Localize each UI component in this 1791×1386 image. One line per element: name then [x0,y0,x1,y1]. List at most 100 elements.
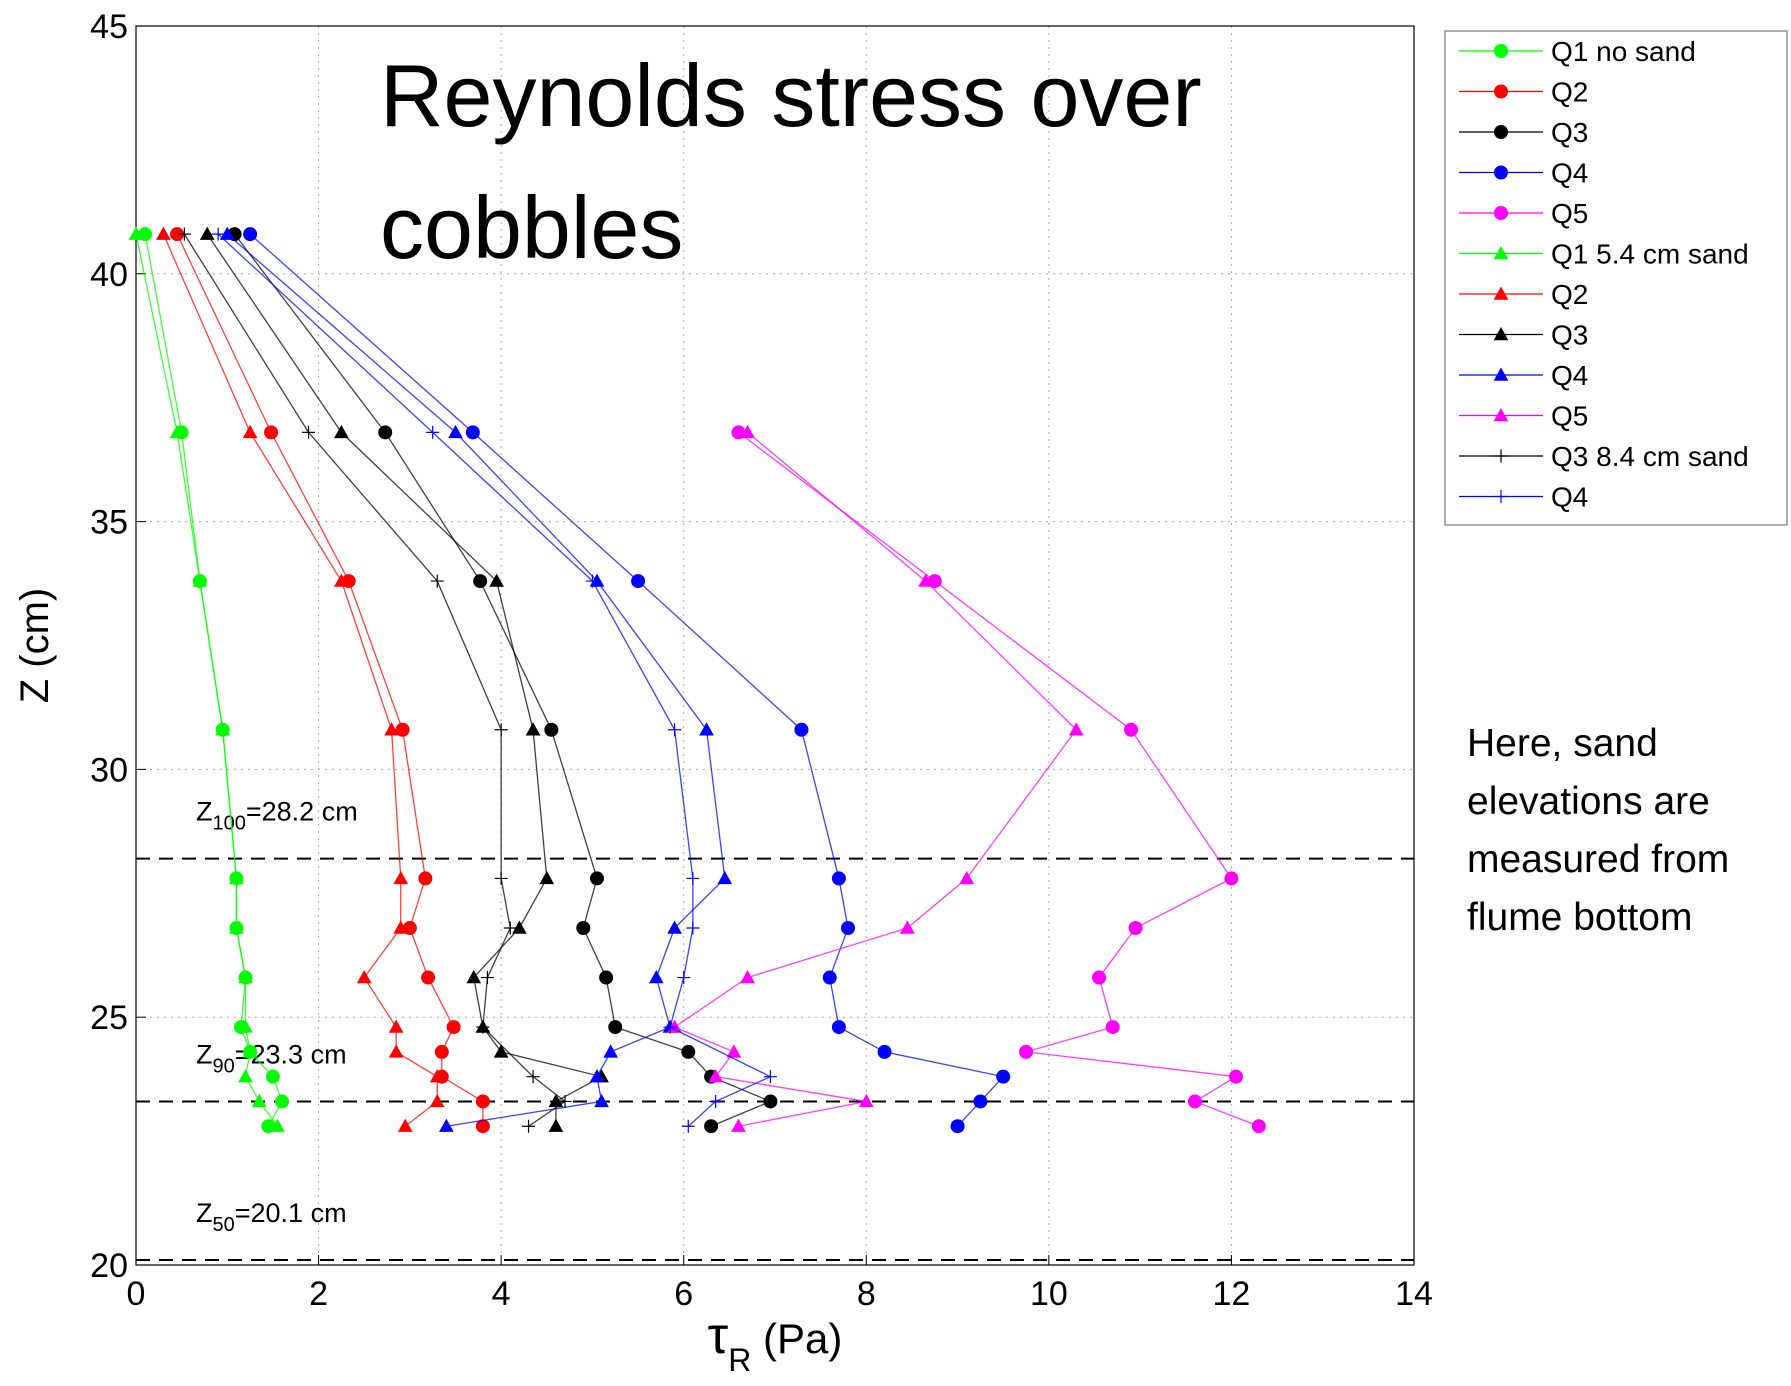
data-point [1019,1044,1034,1059]
data-point [238,1069,253,1083]
data-point [1105,1020,1120,1035]
data-point [668,723,682,737]
data-point [576,920,591,935]
data-point [448,424,463,439]
data-point [302,425,316,439]
x-axis-label-sub: R [728,1342,751,1378]
data-point [465,425,480,440]
legend-label: Q2 [1551,279,1588,310]
data-point [959,870,975,885]
legend-marker [1494,125,1508,139]
data-point [704,1119,719,1134]
data-point [794,722,809,737]
legend-marker [1494,449,1508,463]
data-point [446,1020,461,1035]
note-text: measured from [1467,838,1729,881]
data-point [599,970,614,985]
data-point [726,1044,742,1058]
data-point [493,1044,509,1058]
data-point [667,1019,682,1033]
data-point [589,871,604,886]
data-point [418,871,433,886]
data-point [548,1118,564,1132]
legend-label: Q4 [1551,482,1588,513]
note-text: Here, sand [1467,722,1658,765]
data-point [264,425,279,440]
data-point [1124,722,1139,737]
data-point [397,1118,413,1132]
data-point [686,871,700,885]
x-axis-label-main: τ [708,1307,729,1365]
x-tick-label: 4 [492,1275,511,1313]
data-point [831,1020,846,1035]
data-point [667,920,682,934]
data-point [334,424,349,439]
x-tick-label: 2 [309,1275,328,1313]
data-point [215,722,231,736]
data-point [709,1094,723,1108]
data-line [176,233,484,1127]
data-point [476,1020,490,1034]
data-point [475,1119,490,1134]
data-point [731,1118,746,1132]
x-tick-label: 8 [857,1275,876,1313]
data-point [763,1094,778,1109]
y-tick-label: 30 [90,751,128,789]
data-point [229,870,244,885]
data-point [395,722,410,737]
data-point [822,970,837,985]
note-text: elevations are [1467,780,1710,823]
data-point [219,226,235,240]
reference-label-sub: 50 [213,1214,235,1236]
data-point [429,1093,445,1108]
data-point [439,1118,454,1132]
legend-label: Q4 [1551,158,1588,189]
data-point [831,871,846,886]
legend-marker [1494,165,1508,180]
data-point [211,227,225,241]
data-point [763,1070,777,1084]
legend-box [1444,30,1788,526]
data-point [265,1069,280,1084]
data-point [663,1020,677,1034]
data-point [199,226,215,240]
legend-label: Q2 [1551,77,1588,108]
x-axis-label-rest: (Pa) [751,1315,842,1362]
data-point [393,920,409,934]
data-point [699,722,714,736]
reference-label-sub: 90 [213,1055,235,1077]
legend-label: Q4 [1551,360,1588,391]
legend-marker [1493,245,1509,260]
data-point [475,1094,490,1109]
data-point [434,1044,449,1059]
x-tick-label: 6 [674,1275,693,1313]
data-point [238,970,253,984]
reference-label-main: Z [196,797,213,827]
data-point [177,227,191,241]
data-point [858,1093,874,1108]
data-point [494,723,508,737]
data-point [430,574,444,588]
x-tick-label: 12 [1213,1275,1251,1313]
data-point [631,574,646,589]
data-point [681,1119,695,1133]
legend-marker [1494,84,1508,99]
data-point [526,1070,540,1084]
data-point [525,722,541,736]
data-point [1224,871,1239,886]
data-point [1187,1094,1202,1109]
data-point [603,1044,619,1058]
data-point [1228,1069,1243,1084]
data-point [522,1119,536,1133]
data-point [589,1069,605,1083]
legend-marker [1494,490,1508,503]
legend-label: Q5 [1551,401,1588,432]
data-point [973,1094,988,1109]
data-point [421,970,436,985]
data-point [877,1044,892,1059]
legend-marker [1493,407,1509,422]
legend-label: Q5 [1551,198,1588,229]
legend-marker [1493,367,1509,381]
data-point [686,921,700,935]
